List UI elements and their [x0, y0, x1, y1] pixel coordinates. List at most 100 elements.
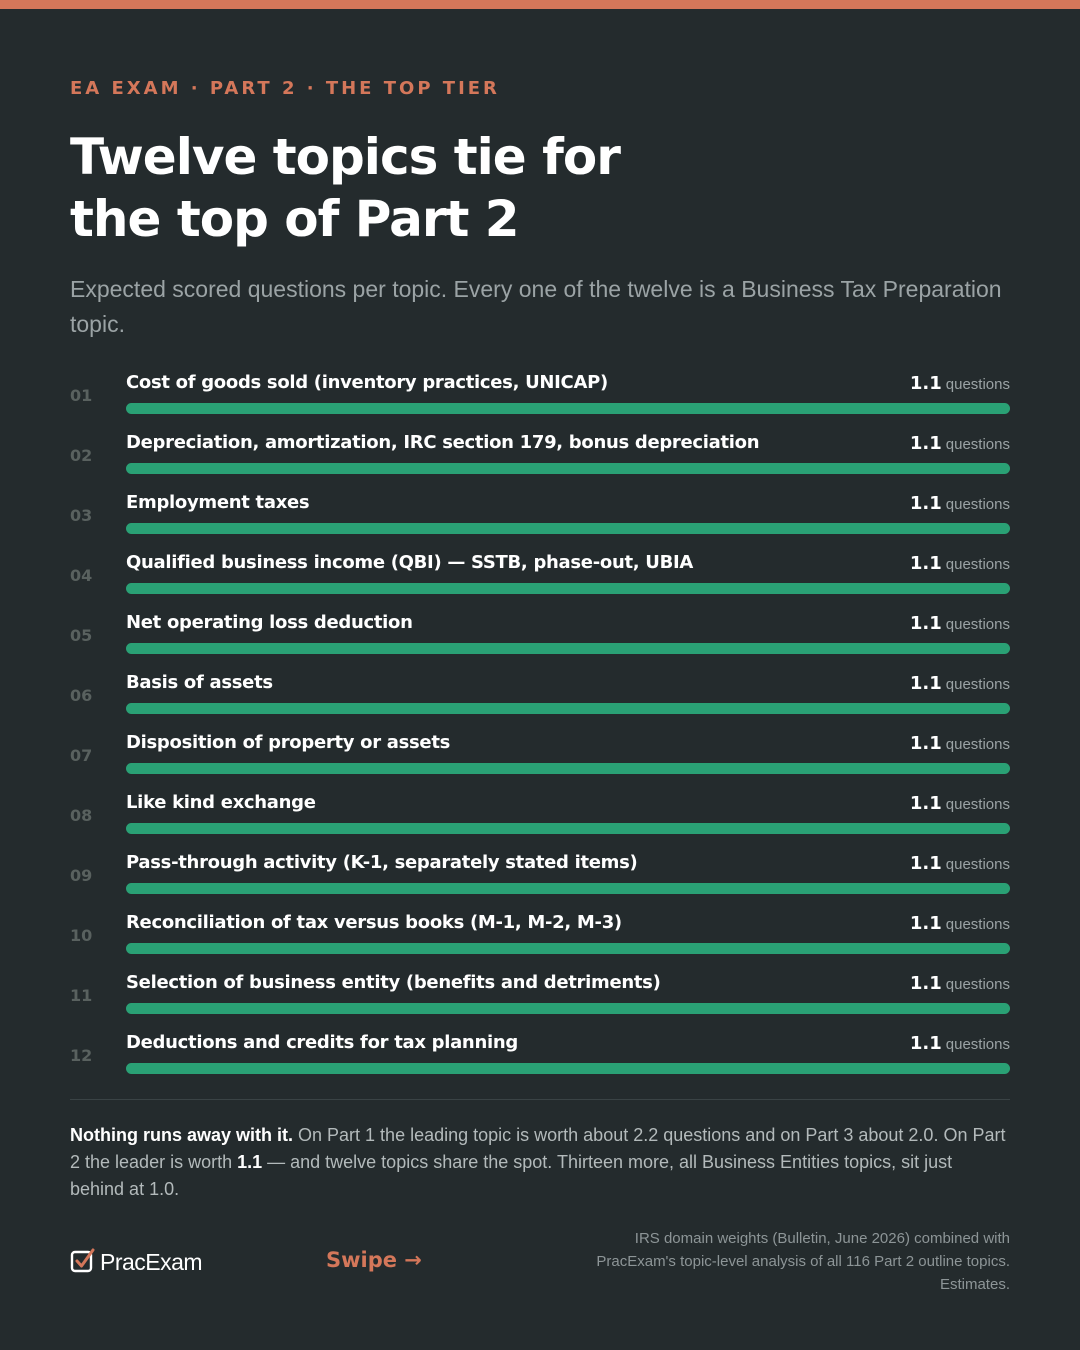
- row-rank: 02: [70, 446, 93, 465]
- category-label: Qualified business income (QBI) — SSTB, …: [126, 552, 694, 573]
- footnote-lead: Nothing runs away with it.: [70, 1125, 294, 1145]
- divider: [70, 1099, 1010, 1100]
- value-unit: questions: [945, 1036, 1010, 1053]
- data-value: 1.1: [909, 553, 942, 574]
- value-label: 1.1 questions: [910, 1033, 1010, 1054]
- bar: [126, 703, 1010, 714]
- value-unit: questions: [945, 676, 1010, 693]
- category-label: Selection of business entity (benefits a…: [126, 972, 661, 993]
- chart-row: 07 Disposition of property or assets 1.1 qu…: [0, 728, 1080, 788]
- category-label: Like kind exchange: [126, 792, 316, 813]
- chart-row: 01 Cost of goods sold (inventory practice…: [0, 368, 1080, 428]
- bar-track: [126, 883, 1010, 894]
- chart-row: 03 Employment taxes 1.1 questions: [0, 488, 1080, 548]
- value-label: 1.1 questions: [910, 433, 1010, 454]
- top-accent-bar: [0, 0, 1080, 9]
- bar-track: [126, 403, 1010, 414]
- data-value: 1.1: [909, 853, 942, 874]
- value-unit: questions: [945, 856, 1010, 873]
- bar: [126, 463, 1010, 474]
- row-rank: 10: [70, 926, 93, 945]
- value-label: 1.1 questions: [910, 373, 1010, 394]
- value-label: 1.1 questions: [910, 853, 1010, 874]
- row-rank: 06: [70, 686, 93, 705]
- bar: [126, 1063, 1010, 1074]
- value-unit: questions: [945, 796, 1010, 813]
- chart-row: 05 Net operating loss deduction 1.1 questio…: [0, 608, 1080, 668]
- bar: [126, 943, 1010, 954]
- data-value: 1.1: [909, 433, 942, 454]
- source-line-3: Estimates.: [939, 1276, 1010, 1293]
- bar: [126, 823, 1010, 834]
- row-rank: 03: [70, 506, 93, 525]
- value-label: 1.1 questions: [910, 733, 1010, 754]
- title-line-2: the top of Part 2: [70, 190, 520, 248]
- chart-row: 08 Like kind exchange 1.1 questions: [0, 788, 1080, 848]
- bar: [126, 763, 1010, 774]
- chart-row: 09 Pass-through activity (K-1, separately…: [0, 848, 1080, 908]
- eyebrow: EA EXAM · PART 2 · THE TOP TIER: [70, 78, 500, 99]
- chart-row: 04 Qualified business income (QBI) — SSTB…: [0, 548, 1080, 608]
- swipe-link[interactable]: Swipe →: [326, 1248, 422, 1272]
- value-unit: questions: [945, 556, 1010, 573]
- value-label: 1.1 questions: [910, 553, 1010, 574]
- row-rank: 01: [70, 386, 93, 405]
- bar-track: [126, 523, 1010, 534]
- row-rank: 05: [70, 626, 93, 645]
- footnote-highlight: 1.1: [237, 1152, 263, 1172]
- value-label: 1.1 questions: [910, 973, 1010, 994]
- bar-track: [126, 1003, 1010, 1014]
- footnote-part1: On Part 1 the leading topic is worth abo…: [70, 1125, 1006, 1172]
- data-value: 1.1: [909, 733, 942, 754]
- row-rank: 11: [70, 986, 93, 1005]
- bar-track: [126, 703, 1010, 714]
- bar-track: [126, 1063, 1010, 1074]
- chart-row: 12 Deductions and credits for tax plannin…: [0, 1028, 1080, 1088]
- data-value: 1.1: [909, 793, 942, 814]
- category-label: Net operating loss deduction: [126, 612, 413, 633]
- bar: [126, 883, 1010, 894]
- chart-row: 10 Reconciliation of tax versus books (M-…: [0, 908, 1080, 968]
- value-label: 1.1 questions: [910, 673, 1010, 694]
- value-unit: questions: [945, 376, 1010, 393]
- value-label: 1.1 questions: [910, 613, 1010, 634]
- chart-row: 11 Selection of business entity (benefits…: [0, 968, 1080, 1028]
- chart-row: 06 Basis of assets 1.1 questions: [0, 668, 1080, 728]
- bar: [126, 403, 1010, 414]
- category-label: Cost of goods sold (inventory practices,…: [126, 372, 608, 393]
- bar-track: [126, 643, 1010, 654]
- footnote: Nothing runs away with it. On Part 1 the…: [70, 1122, 1010, 1203]
- row-rank: 08: [70, 806, 93, 825]
- bar-track: [126, 583, 1010, 594]
- source-line-1: IRS domain weights (Bulletin, June 2026)…: [634, 1230, 1010, 1247]
- bar-track: [126, 943, 1010, 954]
- data-value: 1.1: [909, 913, 942, 934]
- bar-track: [126, 763, 1010, 774]
- source-note: IRS domain weights (Bulletin, June 2026)…: [540, 1227, 1010, 1296]
- source-line-2: PracExam's topic-level analysis of all 1…: [596, 1253, 1010, 1270]
- logo: PracExam: [70, 1246, 203, 1278]
- data-value: 1.1: [909, 493, 942, 514]
- category-label: Reconciliation of tax versus books (M-1,…: [126, 912, 622, 933]
- bar: [126, 583, 1010, 594]
- value-unit: questions: [945, 436, 1010, 453]
- category-label: Disposition of property or assets: [126, 732, 451, 753]
- subtitle: Expected scored questions per topic. Eve…: [70, 276, 1002, 337]
- category-label: Deductions and credits for tax planning: [126, 1032, 518, 1053]
- bar-track: [126, 823, 1010, 834]
- category-label: Employment taxes: [126, 492, 310, 513]
- category-label: Pass-through activity (K-1, separately s…: [126, 852, 638, 873]
- data-value: 1.1: [909, 673, 942, 694]
- value-unit: questions: [945, 736, 1010, 753]
- row-rank: 07: [70, 746, 93, 765]
- data-value: 1.1: [909, 1033, 942, 1054]
- value-unit: questions: [945, 496, 1010, 513]
- footnote-part2: — and twelve topics share the spot. Thir…: [70, 1152, 953, 1199]
- value-label: 1.1 questions: [910, 793, 1010, 814]
- bar: [126, 523, 1010, 534]
- data-value: 1.1: [909, 613, 942, 634]
- value-label: 1.1 questions: [910, 913, 1010, 934]
- page-title: Twelve topics tie for the top of Part 2: [70, 126, 770, 250]
- category-label: Depreciation, amortization, IRC section …: [126, 432, 760, 453]
- value-label: 1.1 questions: [910, 493, 1010, 514]
